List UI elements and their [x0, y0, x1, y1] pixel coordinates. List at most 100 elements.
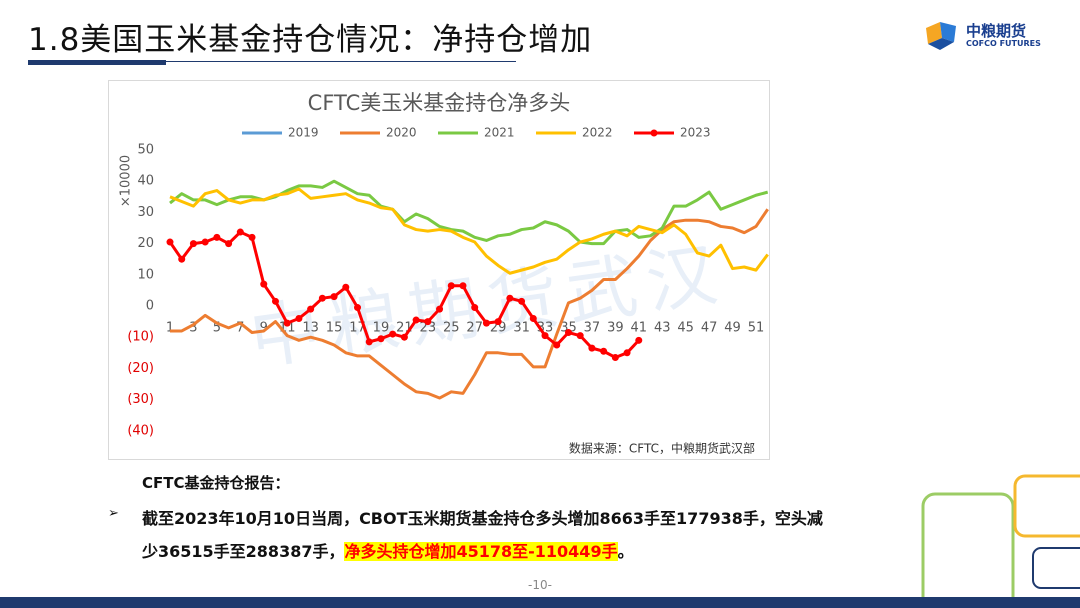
logo-subtitle: COFCO FUTURES: [966, 39, 1041, 48]
data-point: [225, 240, 233, 248]
data-point: [529, 314, 537, 322]
data-point: [482, 319, 490, 327]
x-tick-label: 5: [213, 321, 221, 336]
y-tick-label: (10): [127, 330, 154, 345]
data-point: [506, 294, 514, 302]
x-tick-label: 51: [748, 321, 765, 336]
data-point: [436, 305, 444, 313]
data-point: [318, 294, 326, 302]
data-point: [330, 293, 338, 301]
data-point: [518, 297, 526, 305]
data-point: [635, 336, 643, 344]
x-tick-label: 1: [166, 321, 174, 336]
x-tick-label: 49: [724, 321, 741, 336]
series-line: [170, 208, 769, 400]
title-rule: [166, 61, 516, 62]
title-bar: [28, 60, 166, 65]
y-tick-label: 50: [137, 143, 154, 158]
report-line: 截至2023年10月10日当周，CBOT玉米期货基金持仓多头增加8663手至17…: [142, 509, 823, 528]
y-tick-label: (30): [127, 392, 154, 407]
report-highlight: 净多头持仓增加45178至-110449手: [344, 542, 618, 561]
data-point: [611, 353, 619, 361]
x-tick-label: 13: [302, 321, 319, 336]
data-point: [600, 347, 608, 355]
data-point: [342, 283, 350, 291]
x-tick-label: 25: [443, 321, 460, 336]
logo-name: 中粮期货: [966, 22, 1027, 40]
footer-bar: [0, 597, 1080, 608]
data-point: [201, 238, 209, 246]
x-tick-label: 35: [560, 321, 577, 336]
slide-title: 1.8美国玉米基金持仓情况：净持仓增加: [28, 22, 593, 58]
y-tick-label: (40): [127, 423, 154, 438]
data-point: [541, 332, 549, 340]
legend-label: 2022: [582, 126, 613, 140]
data-point: [447, 282, 455, 290]
data-point: [260, 280, 268, 288]
data-point: [213, 233, 221, 241]
data-point: [307, 305, 315, 313]
report-text: 。: [617, 542, 634, 561]
data-point: [377, 335, 385, 343]
data-point: [459, 282, 467, 290]
data-point: [354, 304, 362, 312]
report-line: 少36515手至288387手，净多头持仓增加45178至-110449手。: [142, 538, 634, 562]
y-tick-label: 40: [137, 174, 154, 189]
series-line: [169, 187, 769, 275]
data-point: [248, 233, 256, 241]
data-point: [295, 314, 303, 322]
x-tick-label: 31: [513, 321, 530, 336]
y-tick-label: (20): [127, 361, 154, 376]
decoration: [921, 474, 1080, 600]
data-point: [236, 228, 244, 236]
data-point: [400, 333, 408, 341]
data-point: [553, 341, 561, 349]
legend-marker: [650, 129, 658, 137]
chart-title: CFTC美玉米基金持仓净多头: [308, 91, 571, 115]
series-line: [169, 179, 769, 246]
x-tick-label: 23: [420, 321, 437, 336]
data-point: [623, 349, 631, 357]
source: 数据来源：CFTC，中粮期货武汉部: [569, 441, 755, 456]
page-number: -10-: [528, 578, 552, 592]
x-tick-label: 3: [189, 321, 197, 336]
x-tick-label: 41: [631, 321, 648, 336]
y-tick-label: 30: [137, 205, 154, 220]
data-point: [494, 318, 502, 326]
data-point: [271, 297, 279, 305]
y-tick-label: 10: [137, 267, 154, 282]
bullet: ➢: [108, 506, 119, 521]
logo-icon: [926, 22, 956, 50]
x-tick-label: 27: [466, 321, 483, 336]
x-tick-label: 47: [701, 321, 718, 336]
data-point: [424, 318, 432, 326]
data-point: [576, 332, 584, 340]
legend-label: 2019: [288, 126, 319, 140]
data-point: [471, 304, 479, 312]
data-point: [166, 238, 174, 246]
legend-label: 2020: [386, 126, 417, 140]
y-tick-label: 0: [146, 299, 154, 314]
x-tick-label: 43: [654, 321, 671, 336]
data-point: [389, 330, 397, 338]
x-tick-label: 7: [236, 321, 244, 336]
data-point: [189, 240, 197, 248]
y-tick-label: 20: [137, 236, 154, 251]
x-tick-label: 39: [607, 321, 624, 336]
x-tick-label: 9: [260, 321, 268, 336]
chart: 中粮期货武汉 CFTC美玉米基金持仓净多头 ×10000 数据来源：CFTC，中…: [108, 80, 770, 460]
data-point: [283, 319, 291, 327]
report-heading: CFTC基金持仓报告：: [142, 474, 290, 492]
data-point: [564, 329, 572, 337]
report-text: 少36515手至288387手，: [142, 542, 345, 561]
x-tick-label: 29: [490, 321, 507, 336]
y-axis-label: ×10000: [119, 155, 134, 207]
x-tick-label: 37: [584, 321, 601, 336]
x-tick-label: 45: [677, 321, 694, 336]
x-tick-label: 19: [373, 321, 390, 336]
data-point: [412, 316, 420, 324]
data-point: [588, 344, 596, 352]
data-point: [365, 338, 373, 346]
legend-label: 2021: [484, 126, 515, 140]
legend-label: 2023: [680, 126, 711, 140]
